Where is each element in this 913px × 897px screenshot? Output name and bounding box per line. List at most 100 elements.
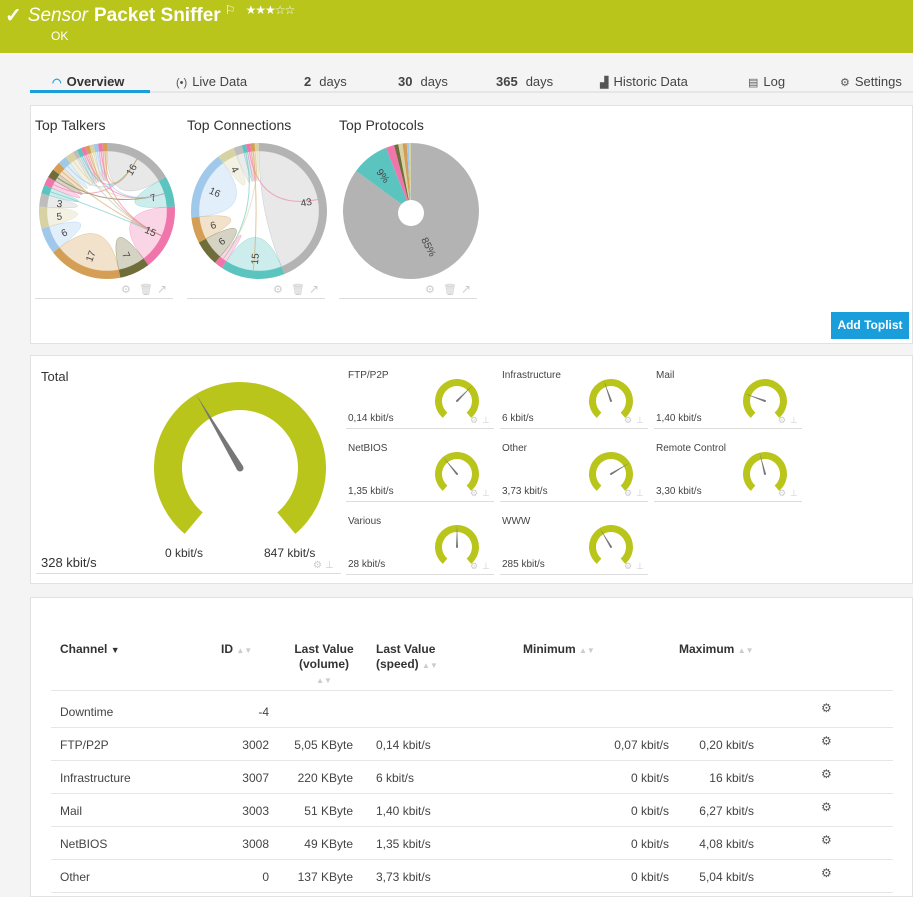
pin-icon[interactable]: ⊥ (636, 415, 644, 425)
segment[interactable] (191, 216, 206, 243)
segment[interactable] (53, 162, 65, 175)
settings-icon[interactable]: ⚙ (470, 488, 479, 498)
segment[interactable] (250, 143, 256, 152)
segment[interactable] (214, 256, 227, 268)
segment[interactable] (41, 184, 52, 196)
toplist-chord-chart[interactable]: 43 15 6 6 16 4 (189, 141, 329, 281)
table-row[interactable]: Mail 3003 51 KByte 1,40 kbit/s 0 kbit/s 6,27 … (31, 794, 911, 827)
header-channel[interactable]: Channel ▼ (60, 642, 180, 658)
settings-icon[interactable]: ⚙ (624, 488, 633, 498)
segment[interactable] (402, 143, 411, 211)
table-row[interactable]: NetBIOS 3008 49 KByte 1,35 kbit/s 0 kbit/s 4,… (31, 827, 911, 860)
channel-gauge[interactable]: FTP/P2P 0,14 kbit/s ⚙ ⊥ (346, 368, 496, 438)
settings-icon[interactable]: ⚙ (624, 415, 633, 425)
segment[interactable] (246, 143, 252, 153)
cell-channel[interactable]: Infrastructure (60, 771, 131, 785)
settings-icon[interactable]: ⚙ (778, 488, 787, 498)
cell-channel[interactable]: NetBIOS (60, 837, 108, 851)
segment[interactable] (65, 152, 77, 164)
tab-historic-data[interactable]: ▟ Historic Data (600, 74, 688, 89)
channel-gauge[interactable]: NetBIOS 1,35 kbit/s ⚙ ⊥ (346, 441, 496, 511)
segment[interactable] (408, 143, 411, 211)
segment[interactable] (80, 146, 88, 156)
header-maximum[interactable]: Maximum ▲▼ (679, 642, 769, 658)
segment[interactable] (98, 143, 104, 152)
channel-settings-icon[interactable]: ⚙ (821, 833, 832, 847)
table-row[interactable]: Infrastructure 3007 220 KByte 6 kbit/s 0 kbi… (31, 761, 911, 794)
tab-settings[interactable]: ⚙ Settings (840, 74, 902, 89)
cell-channel[interactable]: FTP/P2P (60, 738, 109, 752)
segment[interactable] (39, 206, 50, 229)
pin-icon[interactable]: ⊥ (482, 561, 490, 571)
segment[interactable] (93, 143, 100, 153)
pin-icon[interactable]: ⊥ (325, 560, 334, 571)
priority-stars[interactable]: ★★★☆☆ (245, 3, 295, 17)
pin-icon[interactable]: ⊥ (482, 488, 490, 498)
pin-icon[interactable]: ⊥ (790, 415, 798, 425)
segment[interactable] (221, 261, 285, 279)
pin-icon[interactable]: ⊥ (636, 561, 644, 571)
segment[interactable] (385, 145, 411, 211)
channel-settings-icon[interactable]: ⚙ (821, 701, 832, 715)
segment[interactable] (48, 169, 60, 181)
settings-icon[interactable]: ⚙ (273, 284, 283, 296)
tab-days-30[interactable]: 30 days (398, 74, 448, 89)
table-row[interactable]: Other 0 137 KByte 3,73 kbit/s 0 kbit/s 5,04 k… (31, 860, 911, 893)
cell-channel[interactable]: Mail (60, 804, 83, 818)
segment[interactable] (143, 206, 175, 265)
channel-settings-icon[interactable]: ⚙ (821, 800, 832, 814)
tab-live-data[interactable]: (•) Live Data (176, 74, 247, 89)
channel-settings-icon[interactable]: ⚙ (821, 767, 832, 781)
tab-overview[interactable]: ◠ Overview (52, 74, 124, 89)
table-row[interactable]: Downtime -4 ⚙ (31, 695, 911, 728)
segment[interactable] (218, 147, 237, 163)
segment[interactable] (241, 144, 248, 153)
channel-settings-icon[interactable]: ⚙ (821, 866, 832, 880)
delete-icon[interactable]: 🗑 (139, 284, 153, 296)
pin-icon[interactable]: ⊥ (790, 488, 798, 498)
segment[interactable] (158, 177, 175, 208)
add-toplist-button[interactable]: Add Toplist (831, 312, 909, 339)
segment[interactable] (73, 150, 81, 160)
segment[interactable] (191, 156, 224, 218)
delete-icon[interactable]: 🗑 (443, 284, 457, 296)
segment[interactable] (254, 143, 259, 152)
header-last-value-volume[interactable]: Last Value (volume) ▲▼ (289, 642, 359, 688)
settings-icon[interactable]: ⚙ (470, 415, 479, 425)
segment[interactable] (406, 143, 411, 211)
toplist-pie-chart[interactable]: 85%9% (341, 141, 481, 281)
settings-icon[interactable]: ⚙ (313, 560, 322, 571)
segment[interactable] (102, 143, 107, 152)
segment[interactable] (53, 247, 121, 279)
segment[interactable] (118, 258, 149, 278)
tab-days-2[interactable]: 2 days (304, 74, 347, 89)
channel-settings-icon[interactable]: ⚙ (821, 734, 832, 748)
settings-icon[interactable]: ⚙ (624, 561, 633, 571)
segment[interactable] (58, 157, 71, 169)
external-link-icon[interactable]: ↗ (461, 282, 472, 296)
segment[interactable] (233, 145, 244, 156)
header-last-value-speed[interactable]: Last Value (speed) ▲▼ (376, 642, 466, 673)
tab-log[interactable]: ▤ Log (748, 74, 785, 89)
segment[interactable] (39, 193, 50, 208)
segment[interactable] (44, 177, 56, 189)
segment[interactable] (355, 147, 411, 211)
segment[interactable] (259, 143, 327, 275)
settings-icon[interactable]: ⚙ (121, 284, 131, 296)
channel-gauge[interactable]: Remote Control 3,30 kbit/s ⚙ ⊥ (654, 441, 804, 511)
header-minimum[interactable]: Minimum ▲▼ (523, 642, 613, 658)
segment[interactable] (89, 144, 96, 154)
pin-icon[interactable]: ⊥ (636, 488, 644, 498)
segment[interactable] (198, 238, 221, 263)
cell-channel[interactable]: Other (60, 870, 91, 884)
flag-icon[interactable]: ⚐ (224, 3, 236, 17)
channel-gauge[interactable]: Various 28 kbit/s ⚙ ⊥ (346, 514, 496, 584)
external-link-icon[interactable]: ↗ (157, 282, 168, 296)
toplist-chord-chart[interactable]: 16 7 15 7 17 6 53 (37, 141, 177, 281)
external-link-icon[interactable]: ↗ (309, 282, 320, 296)
segment[interactable] (398, 143, 411, 211)
segment[interactable] (394, 144, 411, 211)
channel-gauge[interactable]: Other 3,73 kbit/s ⚙ ⊥ (500, 441, 650, 511)
table-row[interactable]: FTP/P2P 3002 5,05 KByte 0,14 kbit/s 0,07 kbi… (31, 728, 911, 761)
cell-channel[interactable]: Downtime (60, 705, 114, 719)
